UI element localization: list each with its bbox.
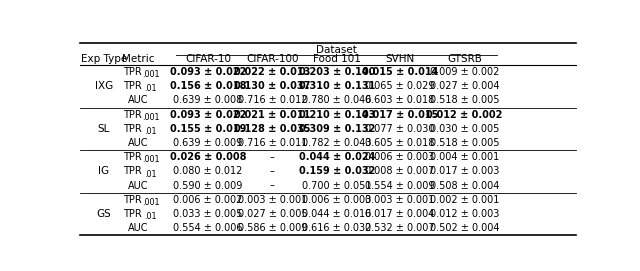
Text: 0.093 ± 0.022: 0.093 ± 0.022 xyxy=(170,67,246,77)
Text: 0.017 ± 0.003: 0.017 ± 0.003 xyxy=(429,166,499,176)
Text: 0.155 ± 0.019: 0.155 ± 0.019 xyxy=(170,124,246,134)
Text: 0.639 ± 0.008: 0.639 ± 0.008 xyxy=(173,95,243,105)
Text: 0.532 ± 0.007: 0.532 ± 0.007 xyxy=(365,223,435,233)
Text: AUC: AUC xyxy=(128,223,148,233)
Text: 0.554 ± 0.006: 0.554 ± 0.006 xyxy=(173,223,243,233)
Text: 0.130 ± 0.037: 0.130 ± 0.037 xyxy=(234,81,310,91)
Text: .001: .001 xyxy=(141,198,159,207)
Text: AUC: AUC xyxy=(128,95,148,105)
Text: 0.030 ± 0.005: 0.030 ± 0.005 xyxy=(429,124,499,134)
Text: CIFAR-10: CIFAR-10 xyxy=(185,54,231,64)
Text: CIFAR-100: CIFAR-100 xyxy=(246,54,299,64)
Text: –: – xyxy=(270,180,275,191)
Text: 0.033 ± 0.005: 0.033 ± 0.005 xyxy=(173,209,243,219)
Text: .001: .001 xyxy=(141,70,159,79)
Text: TPR: TPR xyxy=(124,81,142,91)
Text: 0.027 ± 0.005: 0.027 ± 0.005 xyxy=(237,209,307,219)
Text: 0.603 ± 0.018: 0.603 ± 0.018 xyxy=(365,95,435,105)
Text: 0.716 ± 0.011: 0.716 ± 0.011 xyxy=(238,138,307,148)
Text: .01: .01 xyxy=(144,127,157,136)
Text: 0.004 ± 0.001: 0.004 ± 0.001 xyxy=(430,152,499,162)
Text: TPR: TPR xyxy=(124,152,142,162)
Text: 0.310 ± 0.131: 0.310 ± 0.131 xyxy=(299,81,375,91)
Text: 0.026 ± 0.008: 0.026 ± 0.008 xyxy=(170,152,246,162)
Text: 0.700 ± 0.051: 0.700 ± 0.051 xyxy=(302,180,372,191)
Text: 0.156 ± 0.018: 0.156 ± 0.018 xyxy=(170,81,246,91)
Text: 0.080 ± 0.012: 0.080 ± 0.012 xyxy=(173,166,243,176)
Text: –: – xyxy=(270,166,275,176)
Text: 0.716 ± 0.012: 0.716 ± 0.012 xyxy=(237,95,307,105)
Text: 0.616 ± 0.032: 0.616 ± 0.032 xyxy=(302,223,372,233)
Text: 0.077 ± 0.030: 0.077 ± 0.030 xyxy=(365,124,435,134)
Text: 0.508 ± 0.004: 0.508 ± 0.004 xyxy=(429,180,499,191)
Text: 0.012 ± 0.002: 0.012 ± 0.002 xyxy=(426,109,502,120)
Text: 0.002 ± 0.001: 0.002 ± 0.001 xyxy=(429,195,499,205)
Text: 0.780 ± 0.046: 0.780 ± 0.046 xyxy=(302,95,372,105)
Text: TPR: TPR xyxy=(124,67,142,77)
Text: 0.639 ± 0.009: 0.639 ± 0.009 xyxy=(173,138,243,148)
Text: 0.159 ± 0.032: 0.159 ± 0.032 xyxy=(299,166,375,176)
Text: 0.003 ± 0.001: 0.003 ± 0.001 xyxy=(238,195,307,205)
Text: TPR: TPR xyxy=(124,124,142,134)
Text: 0.022 ± 0.013: 0.022 ± 0.013 xyxy=(234,67,310,77)
Text: 0.502 ± 0.004: 0.502 ± 0.004 xyxy=(429,223,499,233)
Text: 0.093 ± 0.022: 0.093 ± 0.022 xyxy=(170,109,246,120)
Text: 0.021 ± 0.011: 0.021 ± 0.011 xyxy=(234,109,310,120)
Text: SVHN: SVHN xyxy=(385,54,415,64)
Text: .001: .001 xyxy=(141,113,159,122)
Text: .001: .001 xyxy=(141,155,159,164)
Text: 0.006 ± 0.003: 0.006 ± 0.003 xyxy=(302,195,372,205)
Text: 0.003 ± 0.001: 0.003 ± 0.001 xyxy=(365,195,435,205)
Text: AUC: AUC xyxy=(128,138,148,148)
Text: 0.009 ± 0.002: 0.009 ± 0.002 xyxy=(429,67,499,77)
Text: 0.782 ± 0.043: 0.782 ± 0.043 xyxy=(302,138,372,148)
Text: 0.017 ± 0.015: 0.017 ± 0.015 xyxy=(362,109,438,120)
Text: Food 101: Food 101 xyxy=(313,54,361,64)
Text: 0.012 ± 0.003: 0.012 ± 0.003 xyxy=(429,209,499,219)
Text: 0.017 ± 0.004: 0.017 ± 0.004 xyxy=(365,209,435,219)
Text: 0.006 ± 0.002: 0.006 ± 0.002 xyxy=(173,195,243,205)
Text: .01: .01 xyxy=(144,170,157,179)
Text: IXG: IXG xyxy=(95,81,113,91)
Text: 0.006 ± 0.003: 0.006 ± 0.003 xyxy=(365,152,435,162)
Text: GS: GS xyxy=(97,209,111,219)
Text: SL: SL xyxy=(98,124,110,134)
Text: 0.044 ± 0.024: 0.044 ± 0.024 xyxy=(299,152,375,162)
Text: –: – xyxy=(270,152,275,162)
Text: TPR: TPR xyxy=(124,109,142,120)
Text: 0.586 ± 0.009: 0.586 ± 0.009 xyxy=(238,223,307,233)
Text: 0.518 ± 0.005: 0.518 ± 0.005 xyxy=(429,138,499,148)
Text: .01: .01 xyxy=(144,212,157,221)
Text: TPR: TPR xyxy=(124,209,142,219)
Text: .01: .01 xyxy=(144,85,157,93)
Text: Metric: Metric xyxy=(122,54,155,64)
Text: 0.065 ± 0.029: 0.065 ± 0.029 xyxy=(365,81,435,91)
Text: Exp Type: Exp Type xyxy=(81,54,127,64)
Text: 0.128 ± 0.035: 0.128 ± 0.035 xyxy=(234,124,310,134)
Text: 0.590 ± 0.009: 0.590 ± 0.009 xyxy=(173,180,243,191)
Text: 0.554 ± 0.009: 0.554 ± 0.009 xyxy=(365,180,435,191)
Text: 0.203 ± 0.140: 0.203 ± 0.140 xyxy=(299,67,375,77)
Text: 0.518 ± 0.005: 0.518 ± 0.005 xyxy=(429,95,499,105)
Text: 0.027 ± 0.004: 0.027 ± 0.004 xyxy=(429,81,499,91)
Text: 0.605 ± 0.018: 0.605 ± 0.018 xyxy=(365,138,435,148)
Text: GTSRB: GTSRB xyxy=(447,54,482,64)
Text: AUC: AUC xyxy=(128,180,148,191)
Text: 0.309 ± 0.132: 0.309 ± 0.132 xyxy=(299,124,375,134)
Text: Dataset: Dataset xyxy=(316,45,356,55)
Text: 0.044 ± 0.016: 0.044 ± 0.016 xyxy=(302,209,372,219)
Text: 0.015 ± 0.014: 0.015 ± 0.014 xyxy=(362,67,438,77)
Text: 0.210 ± 0.143: 0.210 ± 0.143 xyxy=(299,109,375,120)
Text: TPR: TPR xyxy=(124,166,142,176)
Text: IG: IG xyxy=(99,166,109,176)
Text: 0.008 ± 0.007: 0.008 ± 0.007 xyxy=(365,166,435,176)
Text: TPR: TPR xyxy=(124,195,142,205)
